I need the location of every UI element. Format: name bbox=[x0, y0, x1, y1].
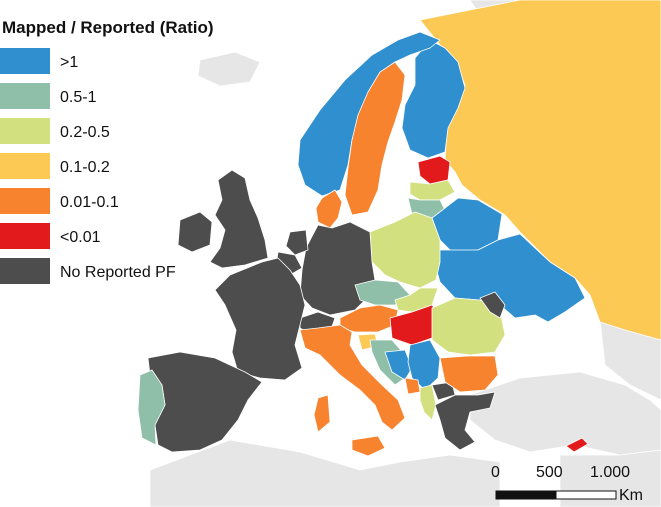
legend-swatch-2 bbox=[0, 118, 50, 144]
country-finland[interactable] bbox=[401, 39, 466, 159]
legend-label-3: 0.1-0.2 bbox=[60, 159, 110, 176]
country-netherlands[interactable] bbox=[285, 229, 309, 256]
country-italy[interactable] bbox=[299, 324, 406, 431]
legend-label-5: <0.01 bbox=[60, 229, 101, 246]
country-ukraine[interactable] bbox=[435, 233, 586, 323]
land-iceland bbox=[197, 51, 261, 87]
country-cyprus[interactable] bbox=[565, 437, 589, 453]
scale-bar: 0 500 1.000 Km bbox=[491, 464, 643, 504]
legend-label-0: >1 bbox=[60, 54, 78, 71]
country-bosnia[interactable] bbox=[384, 349, 413, 381]
country-united-kingdom[interactable] bbox=[209, 169, 269, 269]
scale-tick-label-500: 500 bbox=[536, 464, 563, 481]
scale-tick-label-0: 0 bbox=[491, 464, 500, 481]
legend-label-4: 0.01-0.1 bbox=[60, 194, 119, 211]
country-sweden[interactable] bbox=[344, 61, 406, 216]
legend-swatch-0 bbox=[0, 48, 50, 74]
land-turkey bbox=[469, 371, 661, 456]
country-greece[interactable] bbox=[434, 391, 496, 451]
countries bbox=[137, 0, 661, 457]
legend: Mapped / Reported (Ratio) >1 0.5-1 0.2-0.5… bbox=[0, 18, 214, 284]
country-belarus[interactable] bbox=[431, 197, 503, 253]
legend-items: >1 0.5-1 0.2-0.5 0.1-0.2 0.01-0.1 <0.01 No Rep… bbox=[0, 48, 176, 284]
country-montenegro[interactable] bbox=[404, 377, 421, 395]
legend-swatch-4 bbox=[0, 188, 50, 214]
scale-tick-label-1000: 1.000 bbox=[590, 464, 630, 481]
legend-title: Mapped / Reported (Ratio) bbox=[2, 18, 214, 37]
country-serbia[interactable] bbox=[407, 339, 441, 391]
scale-bar-segment-black bbox=[495, 490, 557, 500]
country-france[interactable] bbox=[214, 257, 306, 381]
legend-label-1: 0.5-1 bbox=[60, 89, 97, 106]
country-estonia[interactable] bbox=[417, 155, 451, 185]
country-bulgaria[interactable] bbox=[439, 355, 499, 393]
country-italy-sardinia[interactable] bbox=[313, 394, 331, 433]
legend-swatch-5 bbox=[0, 223, 50, 249]
country-ireland[interactable] bbox=[177, 211, 213, 253]
country-slovakia[interactable] bbox=[394, 287, 439, 313]
country-albania[interactable] bbox=[419, 384, 437, 421]
country-poland[interactable] bbox=[369, 211, 441, 289]
land-north-africa bbox=[149, 439, 501, 507]
country-latvia[interactable] bbox=[409, 179, 456, 201]
legend-label-6: No Reported PF bbox=[60, 264, 176, 281]
country-romania[interactable] bbox=[431, 297, 506, 356]
legend-swatch-6 bbox=[0, 258, 50, 284]
country-portugal[interactable] bbox=[137, 369, 166, 446]
legend-label-2: 0.2-0.5 bbox=[60, 124, 110, 141]
country-denmark[interactable] bbox=[315, 189, 343, 229]
country-moldova[interactable] bbox=[479, 291, 506, 319]
country-italy-sicily[interactable] bbox=[351, 435, 386, 457]
scale-bar-segment-white bbox=[555, 490, 617, 500]
legend-swatch-3 bbox=[0, 153, 50, 179]
legend-swatch-1 bbox=[0, 83, 50, 109]
scale-unit-label: Km bbox=[619, 487, 643, 504]
